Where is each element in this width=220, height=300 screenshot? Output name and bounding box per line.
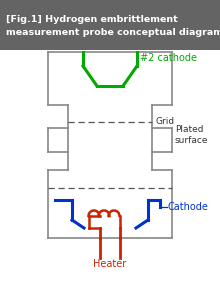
Text: Grid: Grid [155,118,174,127]
Text: Plated
surface: Plated surface [175,125,209,145]
Text: #2 cathode: #2 cathode [140,53,197,63]
Text: Heater: Heater [93,259,127,269]
Text: Cathode: Cathode [168,202,209,212]
FancyBboxPatch shape [0,0,220,50]
Text: [Fig.1] Hydrogen embrittlement
measurement probe conceptual diagram: [Fig.1] Hydrogen embrittlement measureme… [6,15,220,37]
